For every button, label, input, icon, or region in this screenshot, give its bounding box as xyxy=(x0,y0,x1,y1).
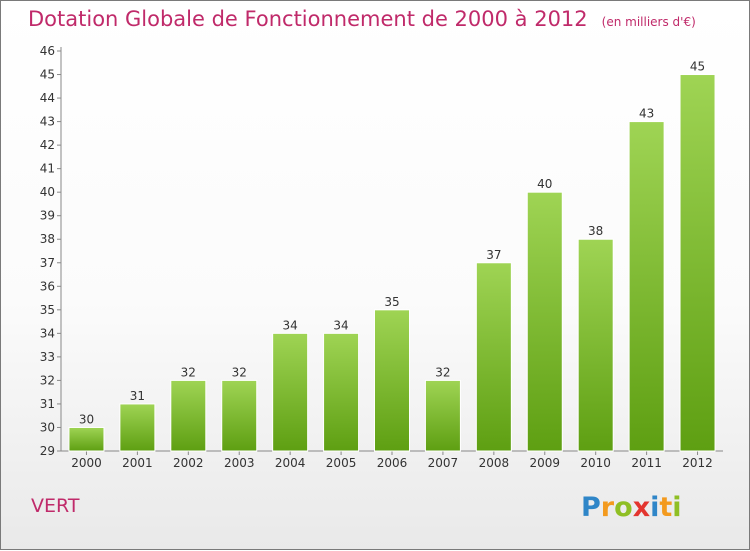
y-tick-label: 32 xyxy=(40,373,55,387)
data-label-2000: 30 xyxy=(79,412,94,426)
y-tick-label: 33 xyxy=(40,350,55,364)
data-label-2003: 32 xyxy=(232,365,247,379)
bar-2002 xyxy=(170,379,207,452)
chart-labels: 30 31 32 32 34 34 35 32 37 40 38 43 45 xyxy=(79,60,705,427)
data-label-2007: 32 xyxy=(435,365,450,379)
x-tick-label-2010: 2010 xyxy=(580,456,611,470)
x-tick-label-2003: 2003 xyxy=(224,456,255,470)
x-tick-label-2002: 2002 xyxy=(173,456,204,470)
y-tick-label: 38 xyxy=(40,232,55,246)
bar-2005 xyxy=(323,332,360,452)
chart-title-text: Dotation Globale de Fonctionnement de 20… xyxy=(28,7,588,31)
bar-2007 xyxy=(424,379,461,452)
x-tick-label-2004: 2004 xyxy=(275,456,306,470)
data-label-2006: 35 xyxy=(384,295,399,309)
bar-2009 xyxy=(526,191,563,452)
data-label-2010: 38 xyxy=(588,224,603,238)
chart-title: Dotation Globale de Fonctionnement de 20… xyxy=(28,7,696,31)
bar-2004 xyxy=(272,332,309,452)
x-tick-label-2001: 2001 xyxy=(122,456,153,470)
y-tick-label: 43 xyxy=(40,115,55,129)
y-tick-label: 46 xyxy=(40,44,55,58)
bar-2001 xyxy=(119,403,156,452)
y-tick-label: 36 xyxy=(40,279,55,293)
data-label-2012: 45 xyxy=(690,60,705,74)
y-tick-label: 31 xyxy=(40,397,55,411)
chart-bars xyxy=(68,74,716,452)
y-tick-label: 30 xyxy=(40,420,55,434)
bar-2011 xyxy=(628,121,665,452)
data-label-2002: 32 xyxy=(181,365,196,379)
bar-2003 xyxy=(221,379,258,452)
x-tick-label-2007: 2007 xyxy=(428,456,459,470)
x-tick-label-2008: 2008 xyxy=(479,456,510,470)
x-tick-label-2006: 2006 xyxy=(377,456,408,470)
bar-2006 xyxy=(374,309,410,452)
y-tick-label: 42 xyxy=(40,138,55,152)
bar-2000 xyxy=(68,426,105,452)
data-label-2011: 43 xyxy=(639,107,654,121)
bar-2008 xyxy=(475,262,512,452)
proxiti-logo[interactable]: Proxiti xyxy=(581,489,691,523)
y-tick-label: 37 xyxy=(40,256,55,270)
y-tick-label: 29 xyxy=(40,444,55,458)
data-label-2008: 37 xyxy=(486,248,501,262)
chart-axes: 29 30 31 32 33 34 35 36 37 38 39 40 41 42 43 44 45 46 2000… xyxy=(40,44,723,470)
y-tick-label: 35 xyxy=(40,303,55,317)
y-tick-label: 40 xyxy=(40,185,55,199)
y-tick-label: 44 xyxy=(40,91,55,105)
y-tick-label: 34 xyxy=(40,326,55,340)
x-tick-label-2012: 2012 xyxy=(682,456,713,470)
svg-text:Proxiti: Proxiti xyxy=(581,492,682,523)
commune-name: VERT xyxy=(31,495,80,517)
x-tick-label-2005: 2005 xyxy=(326,456,357,470)
y-tick-label: 45 xyxy=(40,68,55,82)
y-tick-label: 41 xyxy=(40,162,55,176)
y-tick-label: 39 xyxy=(40,209,55,223)
data-label-2005: 34 xyxy=(333,318,348,332)
x-tick-label-2000: 2000 xyxy=(71,456,102,470)
data-label-2009: 40 xyxy=(537,177,552,191)
bar-2010 xyxy=(577,238,614,452)
x-tick-label-2011: 2011 xyxy=(631,456,662,470)
x-tick-label-2009: 2009 xyxy=(529,456,560,470)
data-label-2004: 34 xyxy=(283,318,298,332)
data-label-2001: 31 xyxy=(130,389,145,403)
bar-2012 xyxy=(679,74,716,452)
chart-subtitle: (en milliers d'€) xyxy=(601,15,696,29)
